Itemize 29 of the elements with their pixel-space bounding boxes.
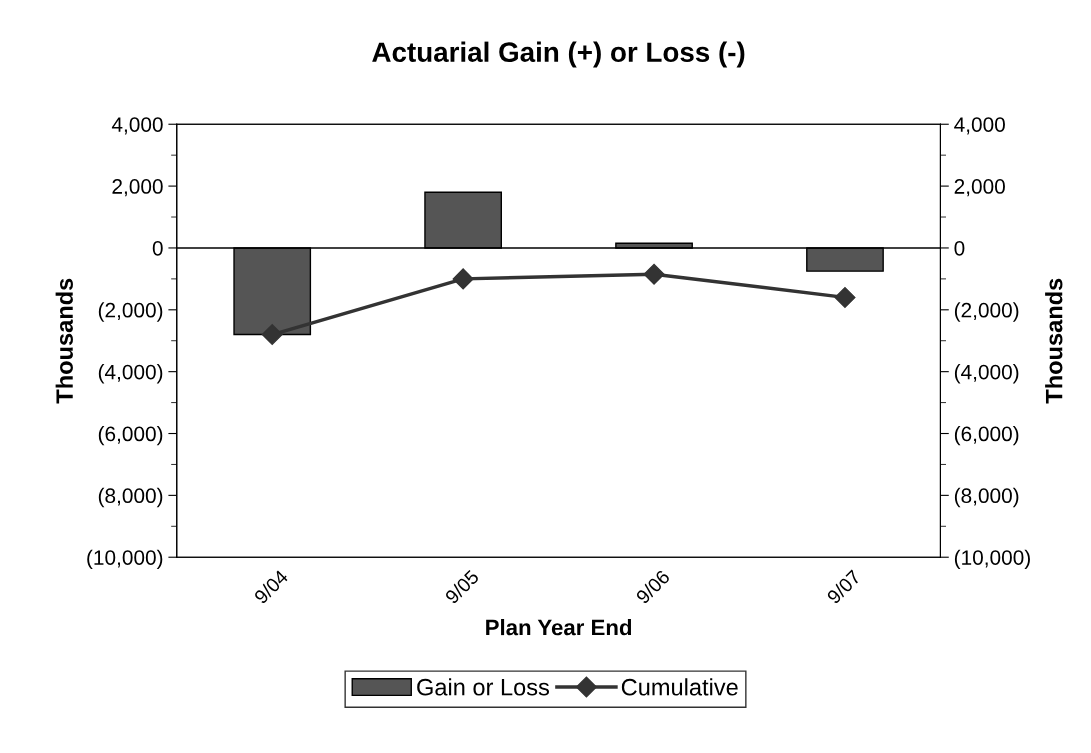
x-axis-title: Plan Year End [486, 619, 632, 636]
y-tick-label: 0 [152, 240, 163, 256]
legend-label: Cumulative [621, 678, 738, 696]
y2-tick-label: (8,000) [954, 487, 1019, 508]
y2-tick-label: 0 [954, 240, 965, 256]
x-tick-label: 9/06 [634, 568, 671, 605]
y2-tick-label: (2,000) [954, 302, 1019, 322]
y-tick-label: 2,000 [112, 179, 163, 197]
point [452, 268, 474, 290]
y2-tick-label: (6,000) [954, 425, 1019, 446]
y-axis-title: Thousands [55, 278, 73, 404]
y-tick-label: (4,000) [98, 364, 163, 384]
x-tick-label: 9/04 [253, 568, 289, 605]
y-tick-label: (10,000) [87, 549, 163, 570]
x-tick-label: 9/05 [443, 568, 480, 605]
point [834, 286, 856, 308]
legend-label: Gain or Loss [417, 678, 549, 696]
y2-tick-label: 4,000 [954, 117, 1005, 135]
y2-tick-label: (10,000) [954, 549, 1030, 570]
y-tick-label: (2,000) [98, 302, 163, 322]
y2-tick-label: (4,000) [954, 364, 1019, 384]
chart-title: Actuarial Gain (+) or Loss (-) [372, 41, 745, 68]
y2-tick-label: 2,000 [954, 179, 1005, 197]
point [261, 324, 283, 346]
y-tick-label: (6,000) [98, 425, 163, 446]
y-tick-label: (8,000) [98, 487, 163, 508]
y-tick-label: 4,000 [111, 117, 163, 135]
point [643, 263, 665, 285]
y2-axis-title: Thousands [1045, 278, 1063, 404]
